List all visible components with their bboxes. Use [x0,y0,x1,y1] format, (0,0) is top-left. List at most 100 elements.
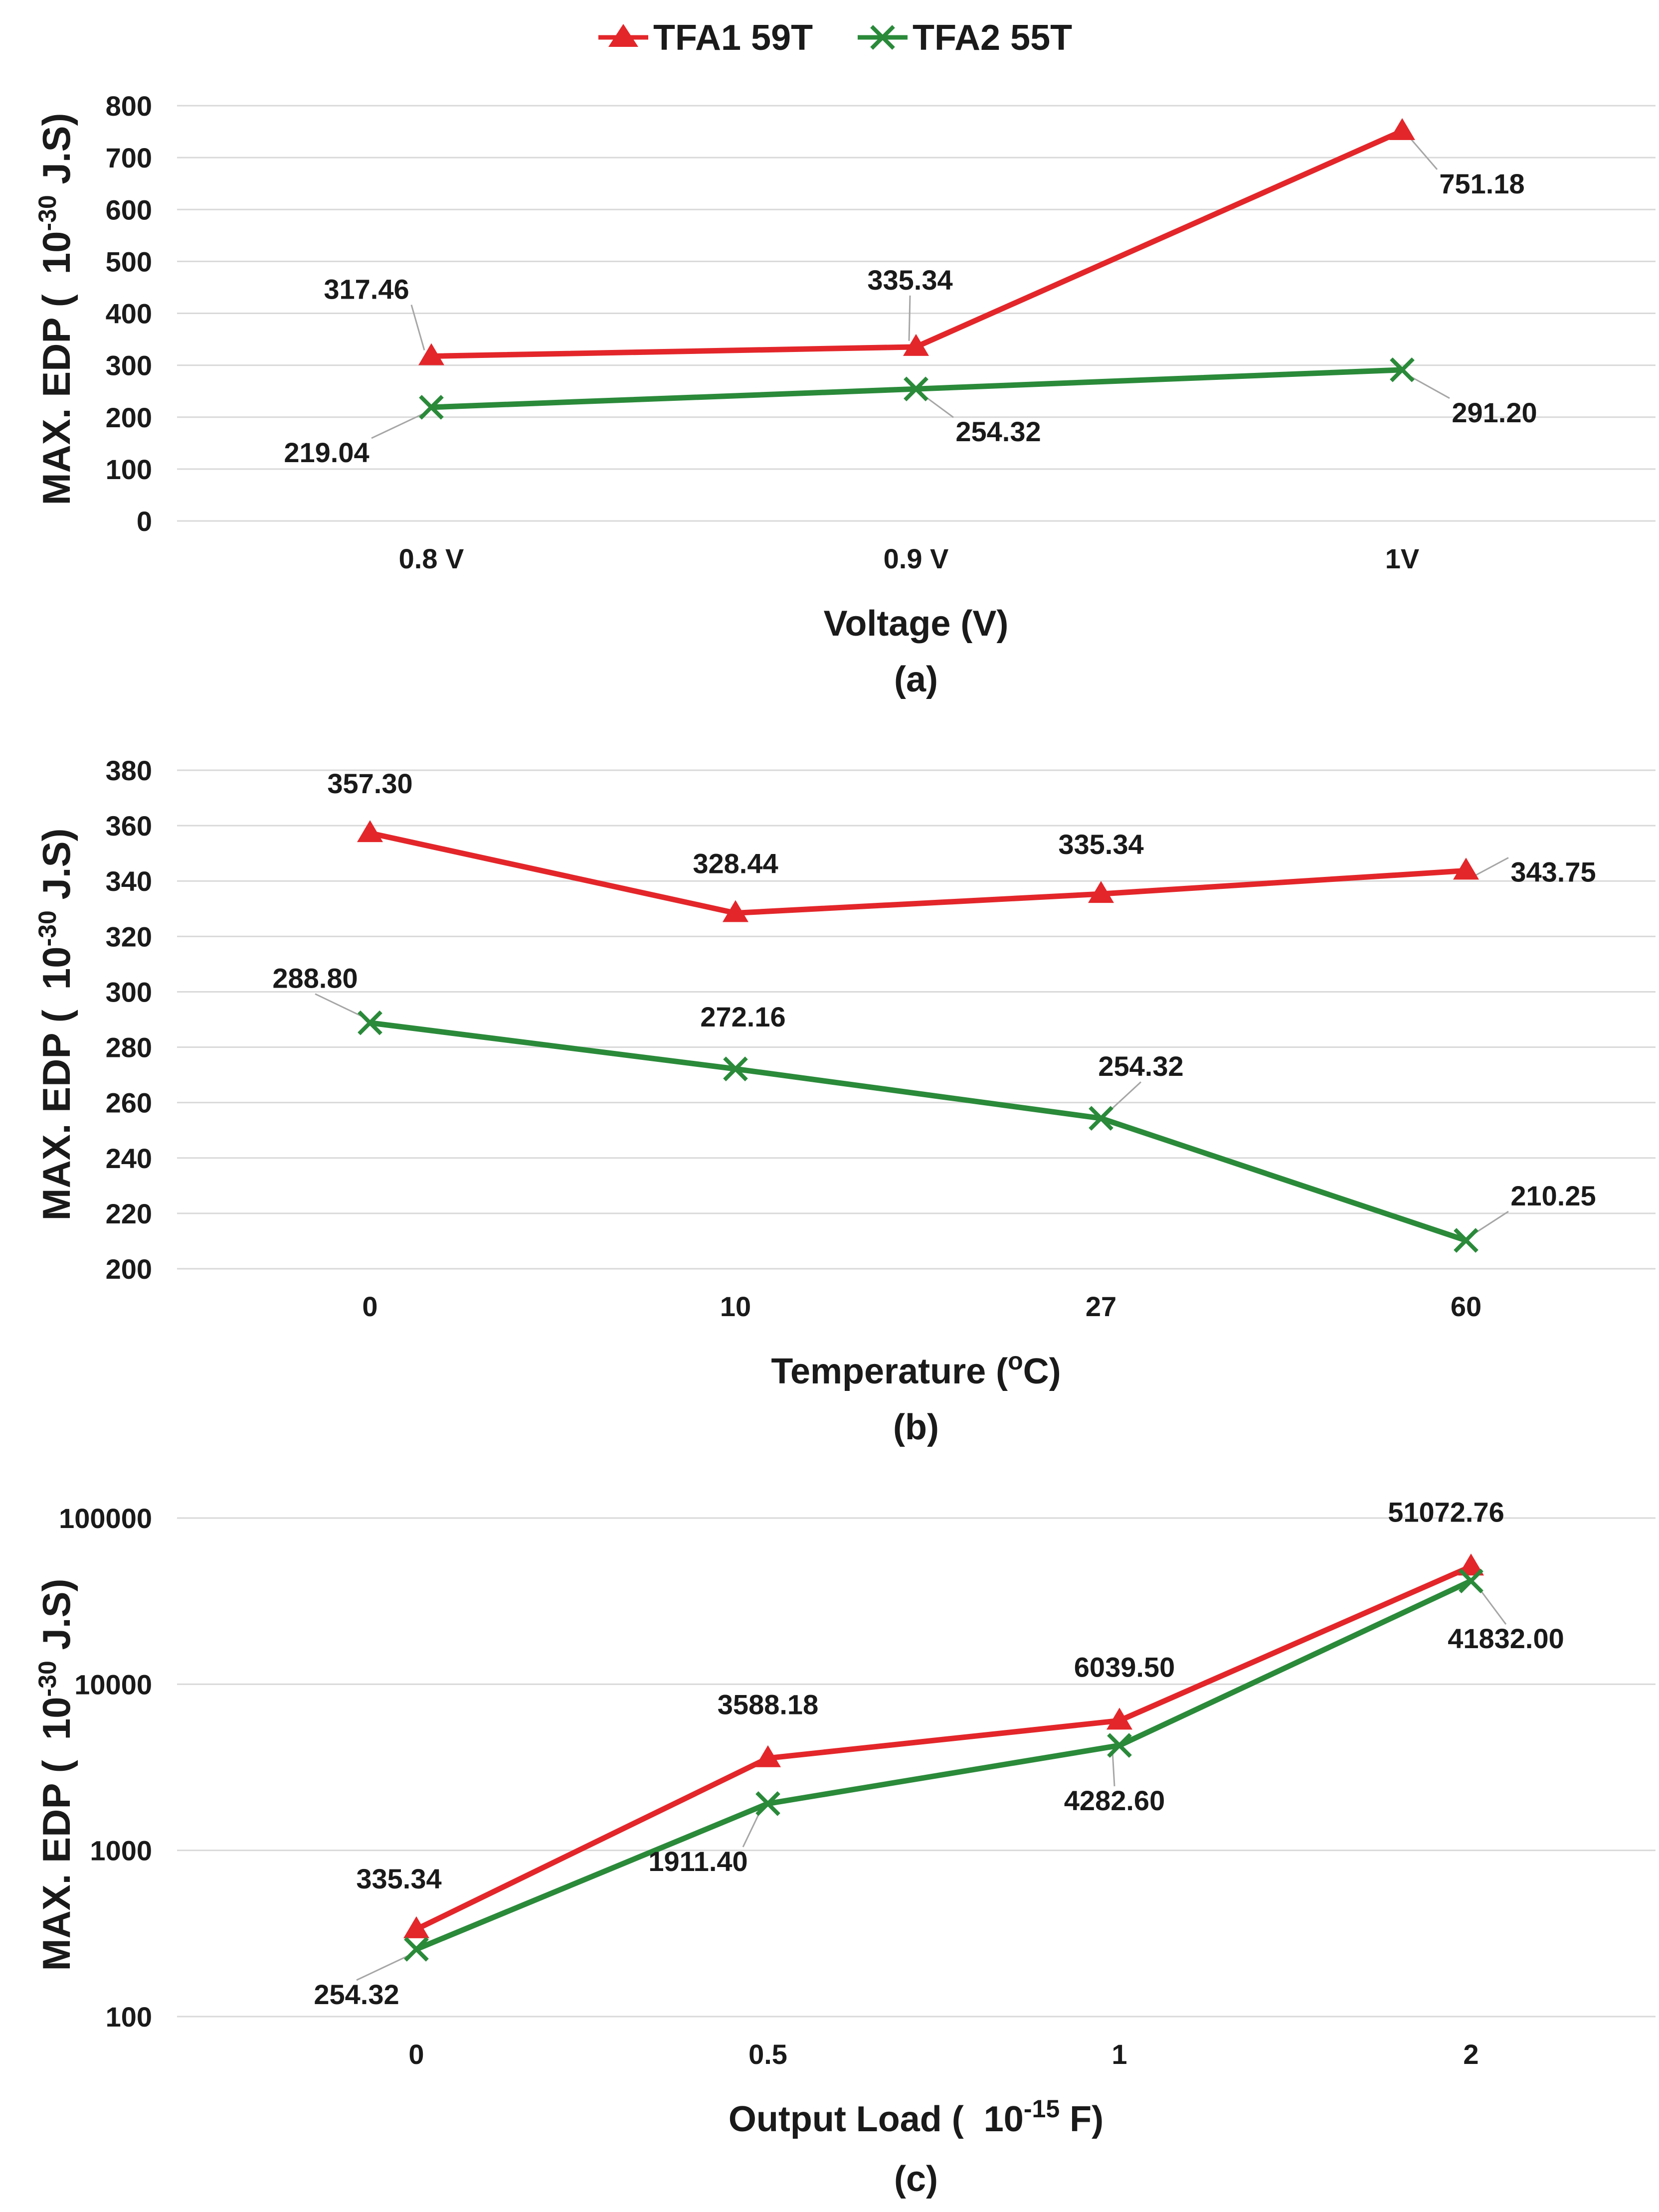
y-tick-label: 800 [106,90,152,122]
data-labels: 335.34 3588.18 6039.50 51072.76 254.32 1911.4… [314,1496,1564,2010]
leader-line [315,993,364,1018]
x-marker [1454,1228,1478,1253]
data-label: 3588.18 [718,1689,818,1720]
data-label: 254.32 [955,416,1041,447]
y-tick-label: 100000 [59,1503,152,1534]
data-label: 335.34 [867,264,952,296]
chart-panel-a: 0 100 200 300 400 500 600 700 800 0.8 V 0.9 V 1V 3… [33,90,1656,699]
y-tick-label: 200 [106,402,152,433]
triangle-marker [1106,1707,1132,1730]
x-marker [404,1937,429,1962]
x-tick-label: 27 [1086,1291,1116,1322]
data-label: 6039.50 [1074,1651,1175,1683]
y-tick-label: 360 [106,810,152,842]
x-tick-label: 0.8 V [399,543,464,574]
x-tick-labels: 0 0.5 1 2 [408,2039,1478,2070]
data-label: 272.16 [700,1001,785,1032]
x-tick-label: 60 [1451,1291,1481,1322]
y-tick-label: 1000 [90,1835,152,1867]
leader-line [908,295,911,341]
leader-line [356,1954,410,1981]
leader-line [1409,375,1450,399]
y-tick-label: 280 [106,1032,152,1063]
x-tick-label: 2 [1463,2039,1478,2070]
y-tick-label: 100 [106,454,152,485]
x-marker [1107,1733,1132,1758]
gridlines [177,1517,1656,2018]
y-tick-labels: 0 100 200 300 400 500 600 700 800 [106,90,152,537]
data-label: 254.32 [314,1979,399,2010]
y-tick-label: 220 [106,1198,152,1229]
y-axis-title: MAX. EDP (10-30 J.S) [33,1578,78,1971]
data-labels: 317.46 335.34 751.18 219.04 254.32 291.20 [284,168,1537,468]
chart-panel-b: 200 220 240 260 280 300 320 340 360 380 0 10 27 60 3… [33,755,1656,1447]
triangle-marker [1389,118,1415,140]
data-label: 328.44 [693,848,778,879]
data-labels: 357.30 328.44 335.34 343.75 288.80 272.16 254.… [272,768,1596,1211]
data-label: 219.04 [284,437,369,468]
legend-label-tfa1: TFA1 59T [653,18,813,58]
data-label: 343.75 [1510,856,1596,887]
x-axis-title: Output Load (10-15 F) [729,2095,1104,2139]
triangle-marker [723,900,748,922]
x-tick-label: 0.9 V [884,543,949,574]
x-tick-label: 0.5 [748,2039,787,2070]
triangle-marker-icon [608,24,638,47]
x-tick-label: 0 [408,2039,424,2070]
y-tick-label: 500 [106,246,152,277]
data-label: 317.46 [324,273,409,305]
data-label: 1911.40 [648,1846,747,1877]
y-tick-label: 700 [106,142,152,173]
leader-line [410,305,425,350]
y-tick-label: 300 [106,350,152,381]
x-marker [723,1056,748,1081]
series-line-tfa2 [369,1020,1467,1243]
leader-line [1107,1081,1142,1113]
x-axis-title: Voltage (V) [824,604,1009,644]
data-label: 335.34 [1058,829,1143,860]
data-label: 210.25 [1510,1180,1596,1211]
triangle-marker [418,343,444,365]
legend-item-tfa2: TFA2 55T [858,18,1072,58]
triangle-marker [403,1916,429,1938]
x-tick-label: 1 [1111,2039,1127,2070]
x-marker [755,1791,780,1816]
panel-caption: (b) [893,1407,939,1447]
x-marker [1459,1568,1483,1593]
x-marker [358,1010,382,1035]
gridlines [177,105,1656,522]
x-marker [419,395,444,420]
data-label: 291.20 [1452,397,1537,428]
data-label: 41832.00 [1448,1623,1564,1654]
y-tick-label: 240 [106,1143,152,1174]
y-tick-label: 0 [137,506,152,537]
y-tick-label: 600 [106,194,152,225]
data-markers [418,118,1415,420]
data-label: 335.34 [356,1863,441,1894]
chart-panel-c: 100 1000 10000 100000 0 0.5 1 2 335.34 3588.18 6… [33,1496,1656,2199]
x-marker-icon [870,25,895,50]
legend-label-tfa2: TFA2 55T [913,18,1072,58]
leader-line [371,412,425,439]
x-axis-title: Temperature (oC) [771,1347,1061,1391]
x-tick-labels: 0 10 27 60 [362,1291,1481,1322]
triangle-marker [1458,1553,1484,1576]
panel-caption: (a) [894,660,938,699]
triangle-marker [1088,881,1114,903]
y-tick-labels: 200 220 240 260 280 300 320 340 360 380 [106,755,152,1285]
series-line-tfa1 [415,1564,1473,1932]
triangle-marker [755,1745,781,1767]
y-tick-label: 10000 [74,1669,152,1700]
data-label: 357.30 [327,768,412,799]
series-line-tfa1 [431,128,1404,359]
panel-caption: (c) [894,2159,938,2199]
gridlines [177,769,1656,1270]
x-tick-label: 0 [362,1291,377,1322]
triangle-marker [1453,857,1479,880]
leader-line [1473,857,1509,877]
leader-line [1477,1586,1507,1625]
data-label: 751.18 [1439,168,1524,199]
legend: TFA1 59T TFA2 55T [598,18,1072,58]
triangle-marker [357,820,383,843]
